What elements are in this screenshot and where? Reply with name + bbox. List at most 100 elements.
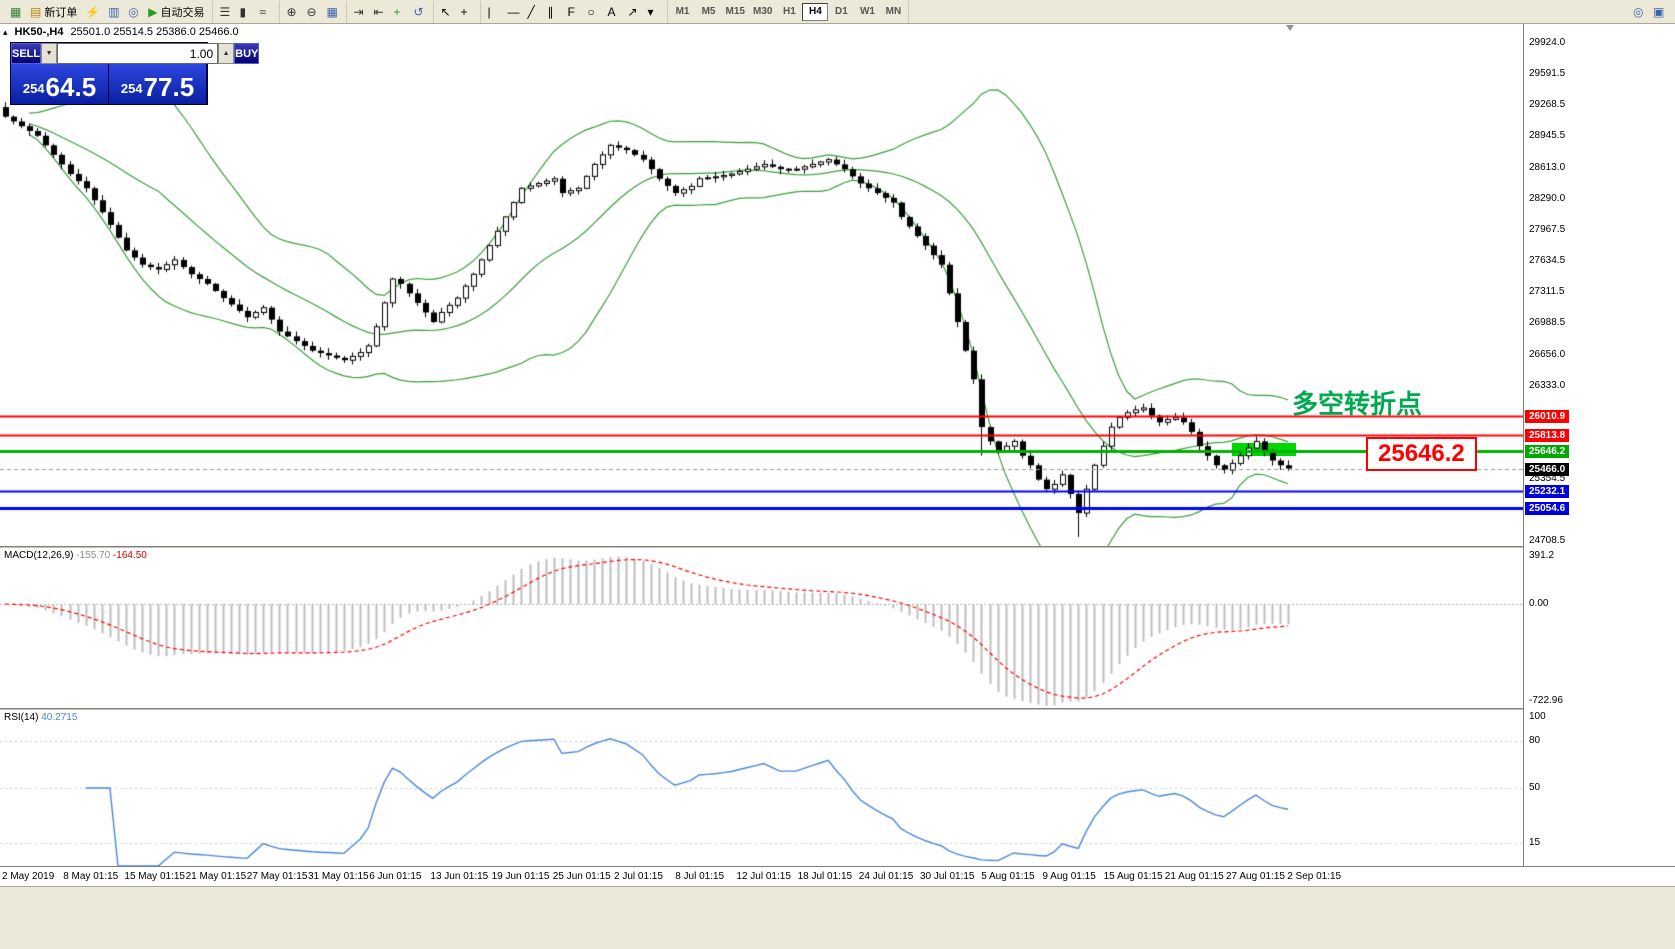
horizontal-line-button[interactable]: — [504,2,524,22]
trade-panel-controls: SELL ▼ ▲ BUY [11,43,260,64]
price-level-tag: 25232.1 [1525,485,1570,498]
cursor-button[interactable]: ↖ [437,2,457,22]
cursor-icon: ↖ [440,4,451,19]
time-axis[interactable]: 2 May 2019 8 May 01:15 15 May 01:15 21 May … [0,866,1675,886]
shapes-icon: ○ [587,4,595,19]
trade-panel-prices: 254 64.5 254 77.5 [11,64,207,104]
bar-chart-button[interactable]: ☰ [216,2,236,22]
tile-windows-button[interactable]: ▦ [323,2,343,22]
auto-scroll-button[interactable]: ⇥ [350,2,370,22]
line-chart-icon: ≈ [259,4,267,19]
buy-price-big: 77.5 [143,72,195,102]
arrows-button[interactable]: ↗ [624,2,644,22]
price-axis-label: 29268.5 [1529,99,1566,110]
time-label: 12 Jul 01:15 [736,871,791,882]
price-axis[interactable]: 29924.0 29591.5 29268.5 28945.5 28613.0 28290… [1523,24,1675,866]
candlestick-chart-button[interactable]: ▮ [236,2,256,22]
time-label: 13 Jun 01:15 [430,871,489,882]
terminal-button[interactable]: ▦ [6,2,26,22]
timeframe-mn[interactable]: MN [880,3,906,21]
channel-button[interactable]: ∥ [544,2,564,22]
window-list-button[interactable]: ▣ [1649,2,1669,22]
time-label: 5 Aug 01:15 [981,871,1035,882]
new-order-button[interactable]: ▤ 新订单 [26,2,81,22]
buy-price[interactable]: 254 77.5 [109,64,207,104]
timeframe-h4[interactable]: H4 [802,2,829,21]
market-watch-button[interactable]: ▥ [104,2,124,22]
price-level-tag: 25054.6 [1525,502,1570,515]
time-label: 18 Jul 01:15 [797,871,853,882]
shapes-button[interactable]: ○ [584,2,604,22]
pane-separator[interactable] [0,708,1675,710]
tile-windows-icon: ▦ [326,4,338,19]
timeframe-m30[interactable]: M30 [749,3,776,21]
price-callout-label[interactable]: 25646.2 [1366,437,1477,471]
indicators-button[interactable]: + [390,2,410,22]
macd-canvas[interactable] [0,548,1523,708]
timeframe-w1[interactable]: W1 [854,3,880,21]
sell-price[interactable]: 254 64.5 [11,64,109,104]
timeframe-m5[interactable]: M5 [696,3,722,21]
crosshair-button[interactable]: + [457,2,477,22]
sell-button[interactable]: SELL [11,43,42,64]
navigator-button[interactable]: ◎ [124,2,144,22]
more-objects-icon: ▾ [647,4,654,19]
chart-area: ▴ HK50-,H4 25501.0 25514.5 25386.0 25466… [0,24,1675,949]
fibonacci-button[interactable]: F [564,2,584,22]
channel-icon: ∥ [547,4,554,19]
turning-point-annotation[interactable]: 多空转折点 [1292,389,1423,419]
auto-scroll-icon: ⇥ [353,4,364,19]
terminal-icon: ▦ [10,4,22,19]
navigator-icon: ◎ [128,4,139,19]
price-axis-label: 24708.5 [1529,535,1566,546]
text-label-button[interactable]: A [604,2,624,22]
macd-value-signal: -164.50 [112,550,147,561]
horizontal-line-icon: — [507,4,520,19]
timeframe-d1[interactable]: D1 [828,3,854,21]
zoom-out-button[interactable]: ⊖ [303,2,323,22]
time-label: 27 Aug 01:15 [1226,871,1285,882]
timeframe-group: M1 M5 M15 M30 H1 H4 D1 W1 MN [668,0,910,23]
price-axis-label: 26988.5 [1529,317,1566,328]
time-label: 19 Jun 01:15 [491,871,550,882]
time-label: 24 Jul 01:15 [858,871,914,882]
period-refresh-icon: ↺ [413,4,424,19]
time-label: 15 May 01:15 [124,871,185,882]
autotrading-button[interactable]: ▶ 自动交易 [144,2,208,22]
sell-price-big: 64.5 [45,72,97,102]
toolbar: ▦ ▤ 新订单 ⚡ ▥ ◎ ▶ 自动交易 ☰ ▮ ≈ ⊕ ⊖ ▦ ⇥ ⇤ + ↺ ↖ + | — ╱ ∥ F ○ A ↗ ▾ M1 M5 M1… [0,0,1675,24]
fibonacci-icon: F [567,4,575,19]
arrows-icon: ↗ [627,4,638,19]
macd-axis-label: 0.00 [1529,598,1549,609]
toolbar-group: ⊕ ⊖ ▦ [280,0,347,23]
period-refresh-button[interactable]: ↺ [410,2,430,22]
trendline-button[interactable]: ╱ [524,2,544,22]
rsi-canvas[interactable] [0,710,1523,866]
pane-separator[interactable] [0,546,1675,548]
profiles-button[interactable]: ⚡ [81,2,104,22]
chart-shift-icon: ⇤ [373,4,384,19]
chart-shift-button[interactable]: ⇤ [370,2,390,22]
vertical-line-button[interactable]: | [484,2,504,22]
chart-shift-marker[interactable] [1286,25,1294,31]
rsi-indicator-label: RSI(14) 40.2715 [4,712,77,723]
zoom-in-button[interactable]: ⊕ [283,2,303,22]
macd-name: MACD(12,26,9) [4,550,74,561]
more-objects-button[interactable]: ▾ [644,2,664,22]
volume-up-button[interactable]: ▲ [218,43,235,64]
volume-down-button[interactable]: ▼ [41,43,58,64]
volume-input[interactable] [57,43,219,64]
price-axis-label: 27634.5 [1529,255,1566,266]
trade-panel-collapse-arrow[interactable]: ▴ [3,26,8,37]
buy-button[interactable]: BUY [234,43,260,64]
price-axis-label: 29924.0 [1529,37,1566,48]
main-chart-canvas[interactable] [0,24,1523,546]
timeframe-h1[interactable]: H1 [776,3,802,21]
timeframe-m1[interactable]: M1 [670,3,696,21]
timeframe-m15[interactable]: M15 [722,3,749,21]
price-axis-label: 28613.0 [1529,162,1566,173]
line-chart-button[interactable]: ≈ [256,2,276,22]
search-button[interactable]: ◎ [1629,2,1649,22]
price-level-tag: 25646.2 [1525,445,1570,458]
